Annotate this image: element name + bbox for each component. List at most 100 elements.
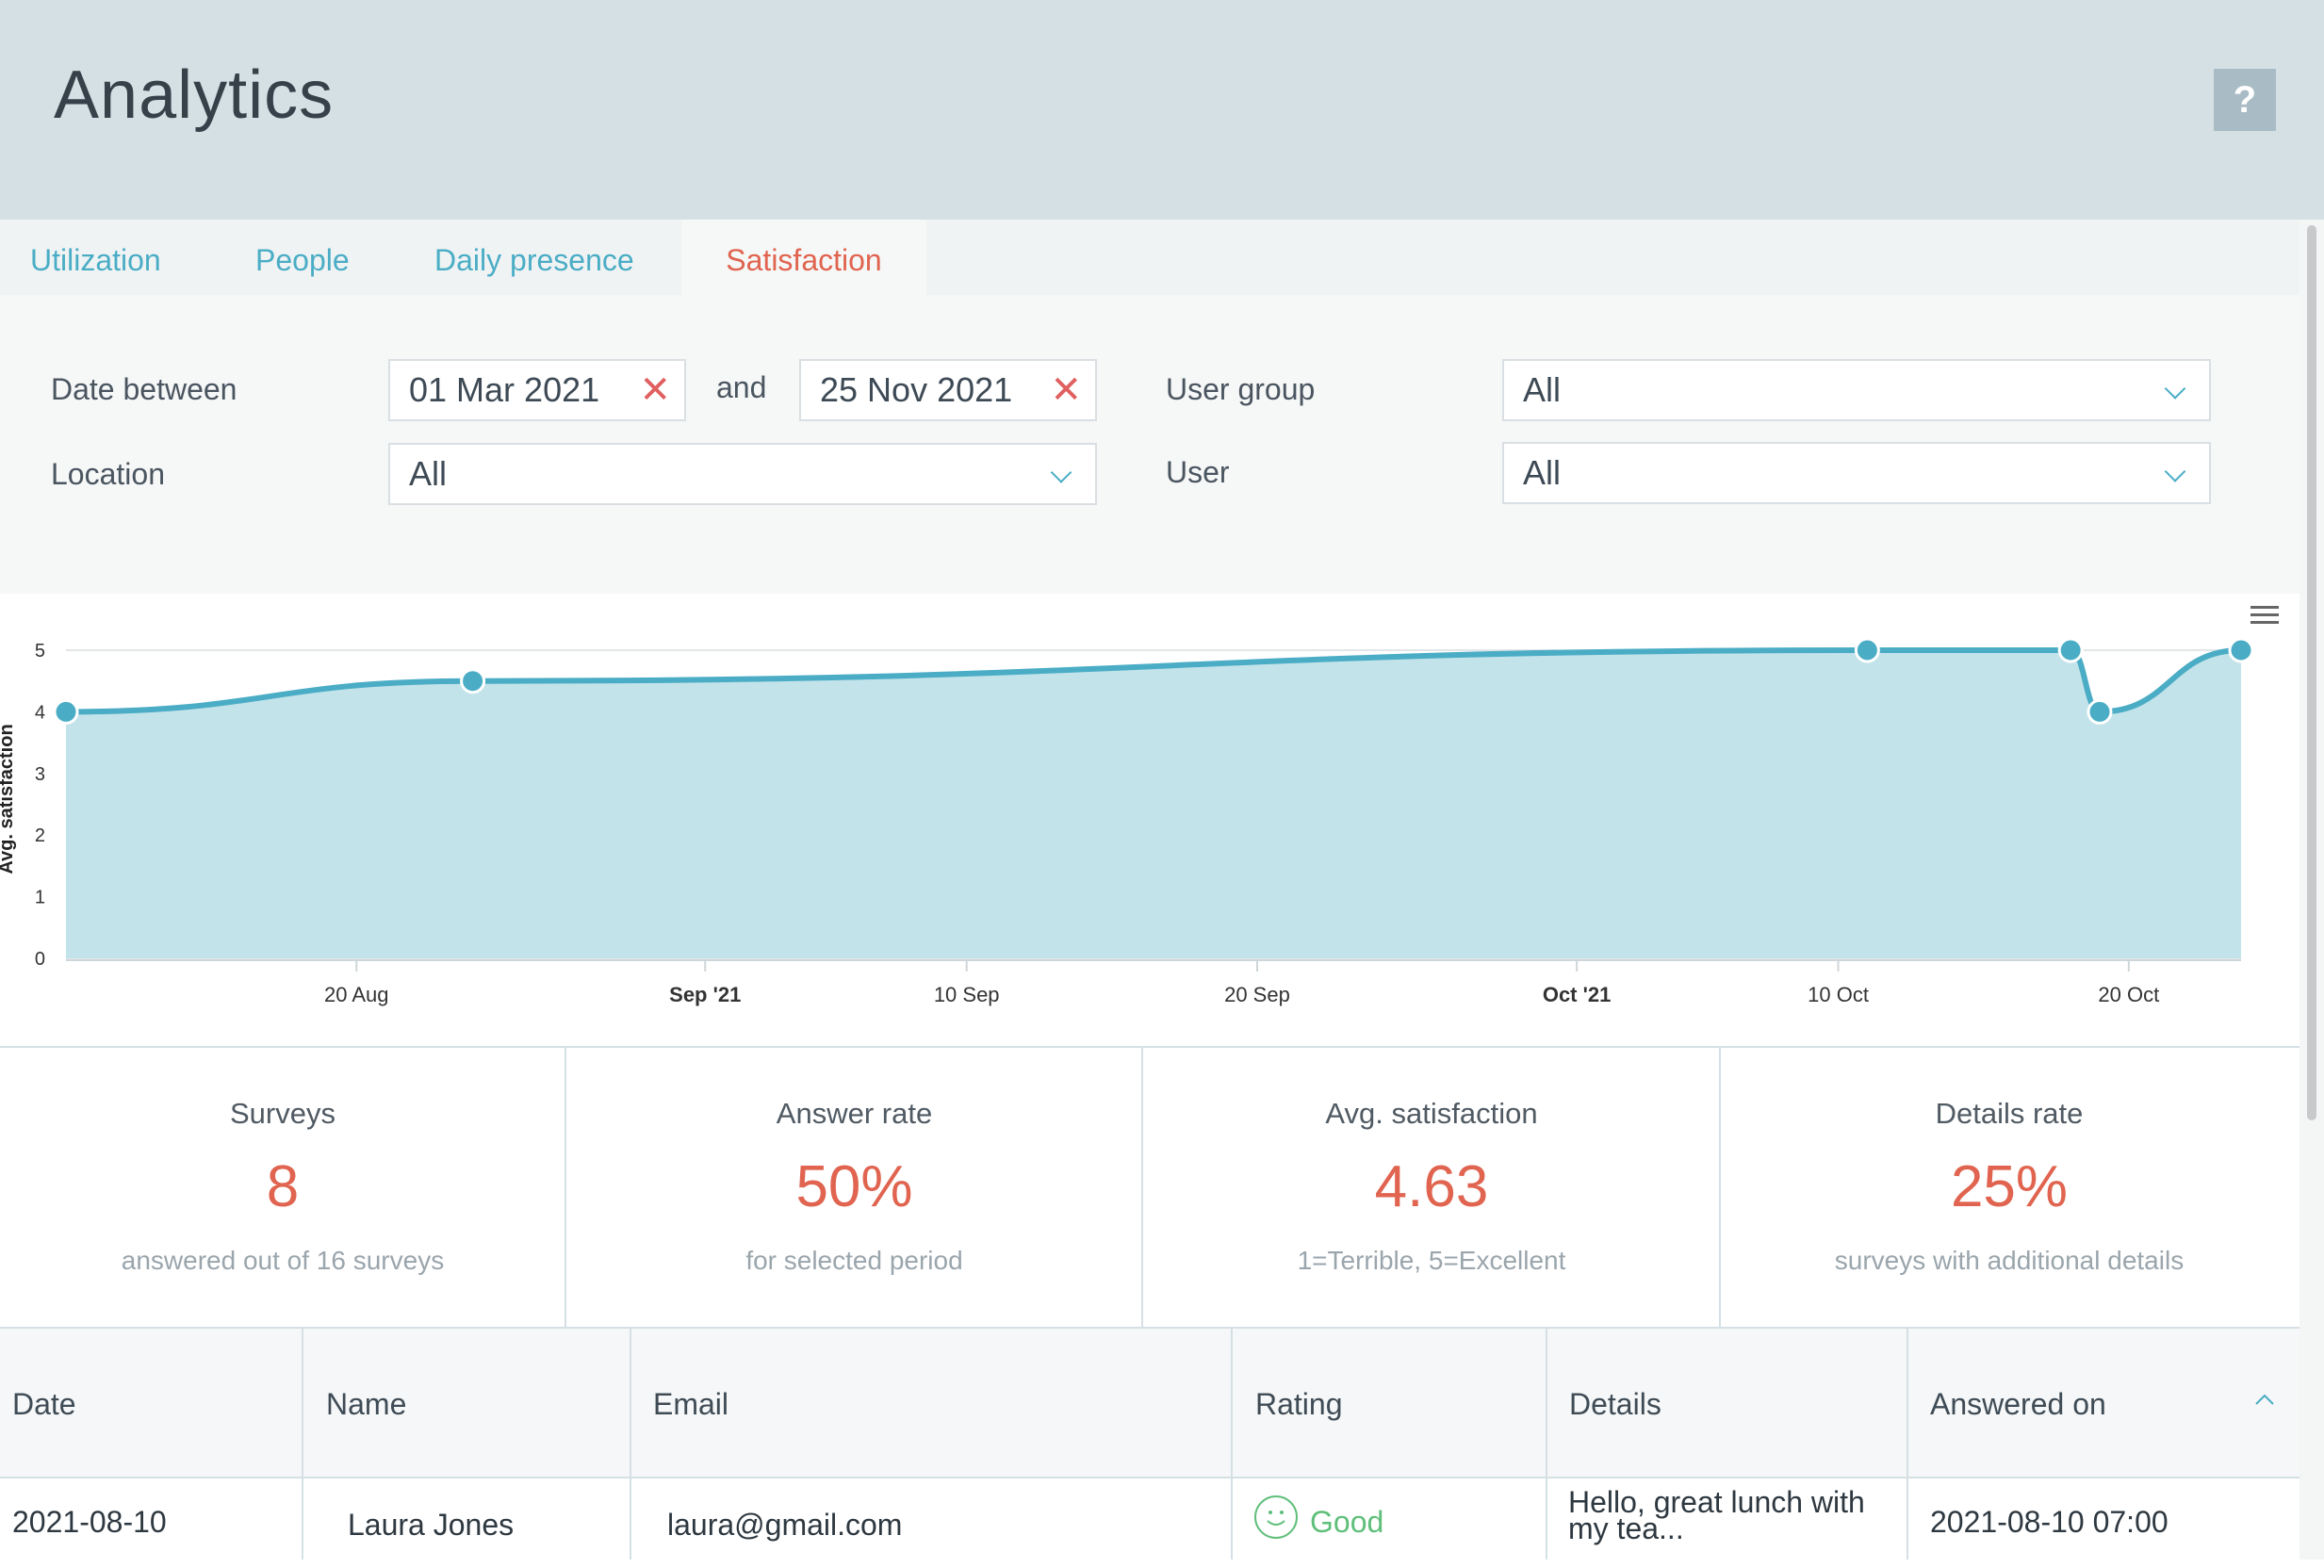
- stat-title: Answer rate: [776, 1097, 933, 1130]
- divider: [302, 1329, 303, 1560]
- divider: [565, 1048, 566, 1327]
- user-label: User: [1166, 455, 1230, 489]
- tab-daily-presence[interactable]: Daily presence: [434, 243, 634, 277]
- user-group-value: All: [1523, 370, 1562, 409]
- y-tick-label: 1: [35, 888, 45, 908]
- column-header-email[interactable]: Email: [653, 1387, 729, 1421]
- column-header-name[interactable]: Name: [326, 1387, 407, 1421]
- y-axis-label: Avg. satisfaction: [0, 724, 17, 874]
- close-icon[interactable]: ✕: [1050, 369, 1082, 411]
- column-header-date[interactable]: Date: [12, 1387, 76, 1421]
- divider: [1907, 1329, 1908, 1560]
- page-title: Analytics: [54, 57, 335, 133]
- stat-subtitle: for selected period: [745, 1246, 963, 1275]
- chevron-up-icon[interactable]: [2254, 1393, 2275, 1406]
- data-point[interactable]: [460, 668, 486, 694]
- scrollbar[interactable]: [2299, 220, 2324, 1560]
- divider: [1231, 1329, 1233, 1560]
- area-fill: [66, 650, 2241, 958]
- x-tick-label: 20 Aug: [324, 983, 389, 1006]
- details-line: my tea...: [1568, 1511, 1684, 1545]
- user-select[interactable]: All: [1502, 442, 2211, 504]
- cell-name: Laura Jones: [348, 1508, 515, 1542]
- y-tick-label: 3: [35, 764, 45, 785]
- date-between-label: Date between: [51, 372, 237, 406]
- user-group-label: User group: [1166, 372, 1316, 406]
- page-header: Analytics ?: [0, 0, 2324, 220]
- y-tick-label: 5: [35, 641, 45, 662]
- filter-panel: Date between 01 Mar 2021 ✕ and 25 Nov 20…: [0, 295, 2299, 594]
- column-header-answered-on[interactable]: Answered on: [1930, 1387, 2106, 1421]
- cell-date: 2021-08-10: [12, 1505, 167, 1539]
- stat-details-rate: Details rate 25% surveys with additional…: [1721, 1048, 2298, 1327]
- chart-points: [53, 637, 2254, 725]
- x-tick-label: Sep '21: [669, 983, 741, 1006]
- cell-answered-on: 2021-08-10 07:00: [1930, 1505, 2169, 1539]
- details-line: Hello, great lunch with: [1568, 1485, 1865, 1519]
- hamburger-menu-icon[interactable]: [2250, 606, 2279, 624]
- stat-subtitle: answered out of 16 surveys: [121, 1246, 445, 1275]
- x-tick-label: Oct '21: [1543, 983, 1612, 1006]
- chevron-down-icon: [2164, 378, 2186, 400]
- stat-subtitle: surveys with additional details: [1834, 1246, 2185, 1275]
- date-from-value: 01 Mar 2021: [409, 370, 600, 409]
- help-button[interactable]: ?: [2214, 69, 2276, 131]
- divider: [1546, 1329, 1547, 1560]
- chevron-down-icon: [2164, 461, 2186, 482]
- data-point[interactable]: [53, 698, 79, 725]
- stat-value: 4.63: [1374, 1154, 1489, 1219]
- stat-surveys: Surveys 8 answered out of 16 surveys: [0, 1048, 565, 1327]
- cell-details: Hello, great lunch with my tea...: [1568, 1485, 1865, 1545]
- x-tick-label: 10 Sep: [934, 983, 1000, 1006]
- y-tick-label: 0: [35, 949, 45, 970]
- y-tick-label: 2: [35, 825, 45, 846]
- data-point[interactable]: [2087, 698, 2113, 725]
- stat-value: 50%: [795, 1154, 913, 1219]
- location-label: Location: [51, 457, 165, 491]
- cell-rating: Good: [1310, 1505, 1384, 1539]
- y-tick-label: 4: [35, 702, 45, 723]
- column-header-details[interactable]: Details: [1569, 1387, 1661, 1421]
- responses-table: Date Name Email Rating Details Answered …: [0, 1329, 2299, 1560]
- smiley-face-icon: [1254, 1495, 1298, 1539]
- tab-bar: Utilization People Daily presence Satisf…: [0, 220, 2299, 295]
- stat-value: 25%: [1950, 1154, 2069, 1219]
- stat-value: 8: [266, 1154, 300, 1219]
- chart-area: [65, 647, 2242, 961]
- location-value: All: [409, 454, 448, 493]
- date-from-field[interactable]: 01 Mar 2021 ✕: [388, 359, 686, 421]
- and-label: and: [716, 370, 767, 404]
- data-point[interactable]: [2057, 637, 2084, 663]
- stat-subtitle: 1=Terrible, 5=Excellent: [1297, 1246, 1566, 1275]
- stat-title: Avg. satisfaction: [1325, 1097, 1538, 1130]
- stats-panel: Surveys 8 answered out of 16 surveys Ans…: [0, 1046, 2299, 1329]
- table-header: Date Name Email Rating Details Answered …: [0, 1329, 2299, 1478]
- tab-utilization[interactable]: Utilization: [30, 243, 161, 277]
- tab-satisfaction[interactable]: Satisfaction: [681, 220, 926, 295]
- user-group-select[interactable]: All: [1502, 359, 2211, 421]
- x-tick-label: 10 Oct: [1808, 983, 1869, 1006]
- user-value: All: [1523, 453, 1562, 492]
- chart-svg: 0 1 2 3 4 5 20 Aug Sep '21 10 Sep 20 Sep Oct '21 1…: [0, 606, 2279, 1006]
- x-axis-ticks: 20 Aug Sep '21 10 Sep 20 Sep Oct '21 10 Oct 20…: [324, 960, 2159, 1006]
- chevron-down-icon: [1050, 462, 1072, 483]
- stat-avg-satisfaction: Avg. satisfaction 4.63 1=Terrible, 5=Exc…: [1143, 1048, 1720, 1327]
- divider: [630, 1329, 631, 1560]
- date-to-field[interactable]: 25 Nov 2021 ✕: [799, 359, 1097, 421]
- column-header-rating[interactable]: Rating: [1255, 1387, 1343, 1421]
- x-tick-label: 20 Sep: [1224, 983, 1290, 1006]
- stat-answer-rate: Answer rate 50% for selected period: [566, 1048, 1142, 1327]
- tab-people[interactable]: People: [255, 243, 350, 277]
- cell-email: laura@gmail.com: [667, 1508, 903, 1542]
- close-icon[interactable]: ✕: [639, 369, 671, 411]
- data-point[interactable]: [2228, 637, 2254, 663]
- divider: [1719, 1048, 1721, 1327]
- scrollbar-thumb[interactable]: [2307, 225, 2316, 1120]
- stat-title: Surveys: [230, 1097, 336, 1130]
- date-to-value: 25 Nov 2021: [820, 370, 1013, 409]
- satisfaction-chart: 0 1 2 3 4 5 20 Aug Sep '21 10 Sep 20 Sep Oct '21 1…: [0, 594, 2299, 1046]
- divider: [1141, 1048, 1143, 1327]
- data-point[interactable]: [1854, 637, 1880, 663]
- location-select[interactable]: All: [388, 443, 1097, 505]
- x-tick-label: 20 Oct: [2098, 983, 2159, 1006]
